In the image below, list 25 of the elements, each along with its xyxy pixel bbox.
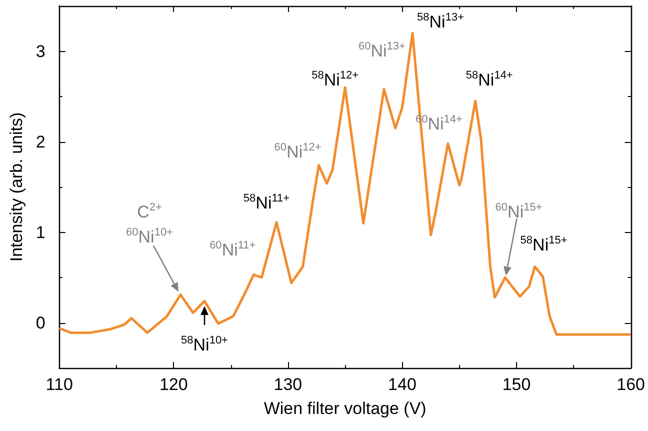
y-tick-label: 1 bbox=[36, 222, 46, 242]
annotation: $^{60}$Ni$^{10+}$ bbox=[126, 226, 173, 246]
annotation: $^{58}$Ni$^{15+}$ bbox=[520, 234, 568, 254]
x-tick-label: 120 bbox=[159, 375, 188, 394]
annotation: $^{58}$Ni$^{10+}$ bbox=[181, 334, 228, 355]
x-tick-label: 130 bbox=[274, 375, 302, 394]
y-axis-title: Intensity (arb. units) bbox=[7, 112, 26, 262]
annotation: $^{60}$Ni$^{15+}$ bbox=[495, 201, 542, 222]
annotation: $^{58}$Ni$^{11+}$ bbox=[243, 192, 290, 213]
annotation: $^{60}$Ni$^{13+}$ bbox=[358, 40, 406, 61]
annotation: $^{60}$Ni$^{11+}$ bbox=[210, 239, 256, 260]
y-tick-label: 0 bbox=[36, 313, 46, 332]
y-tick-label: 2 bbox=[36, 132, 46, 152]
annotation: $^{60}$Ni$^{12+}$ bbox=[274, 142, 322, 162]
annotation: $^{58}$Ni$^{12+}$ bbox=[312, 70, 359, 90]
x-tick-label: 160 bbox=[616, 375, 646, 394]
x-tick-label: 110 bbox=[46, 375, 73, 394]
y-tick-label: 3 bbox=[36, 42, 46, 61]
annotation: C$^{2+}$ bbox=[137, 201, 162, 222]
x-axis-title: Wien filter voltage (V) bbox=[264, 399, 426, 418]
x-tick-label: 150 bbox=[502, 375, 531, 394]
annotation: $^{58}$Ni$^{13+}$ bbox=[417, 12, 464, 32]
annotation: $^{58}$Ni$^{14+}$ bbox=[466, 70, 513, 90]
line-series bbox=[58, 32, 632, 336]
x-tick-label: 140 bbox=[388, 375, 416, 394]
